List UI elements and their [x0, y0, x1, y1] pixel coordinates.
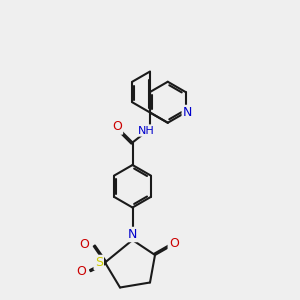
Text: S: S — [95, 256, 103, 269]
Text: O: O — [76, 265, 86, 278]
Text: O: O — [80, 238, 89, 251]
Text: N: N — [128, 228, 137, 241]
Text: O: O — [169, 237, 179, 250]
Text: NH: NH — [138, 125, 154, 136]
Text: N: N — [183, 106, 192, 119]
Text: O: O — [112, 121, 122, 134]
